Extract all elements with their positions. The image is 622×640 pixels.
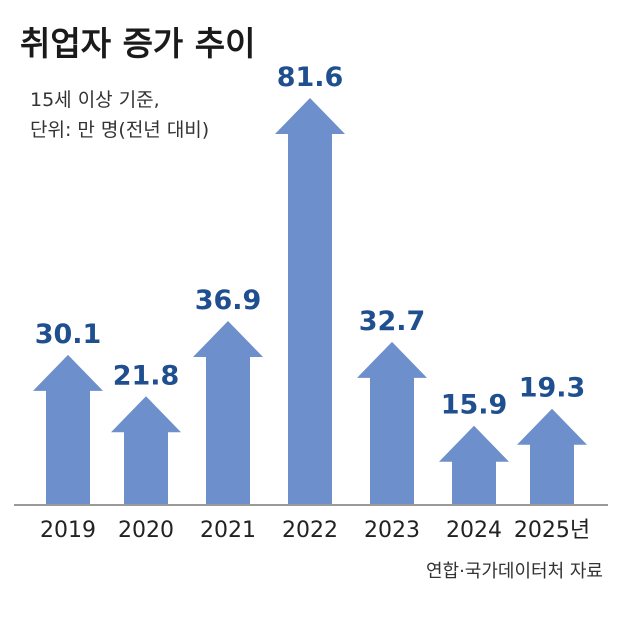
x-tick-label-2025년: 2025년 [514,518,590,543]
bar-2019 [33,354,103,505]
value-label-2023: 32.7 [359,306,426,337]
tick-label-group: 2019 2020 2021 2022 2023 2024 2025년 [40,518,590,543]
value-label-2024: 15.9 [441,390,508,421]
value-label-2022: 81.6 [277,62,344,93]
bar-2025년 [517,408,587,505]
bar-2024 [439,425,509,505]
x-tick-label-2022: 2022 [282,518,338,543]
source-note: 연합·국가데이터처 자료 [426,561,603,582]
value-label-2019: 30.1 [35,319,102,350]
x-tick-label-2024: 2024 [446,518,502,543]
value-label-group: 30.1 21.8 36.9 81.6 32.7 15.9 19.3 [35,62,586,421]
value-label-2025년: 19.3 [519,373,586,404]
bar-group [33,98,587,505]
bar-2023 [357,341,427,505]
chart-subtitle-line-2: 단위: 만 명(전년 대비) [30,119,209,141]
bar-2021 [193,320,263,505]
x-tick-label-2020: 2020 [118,518,174,543]
bar-2022 [275,98,345,505]
value-label-2020: 21.8 [113,360,180,391]
x-tick-label-2019: 2019 [40,518,96,543]
chart-subtitle-line-1: 15세 이상 기준, [30,89,160,111]
bar-2020 [111,396,181,505]
chart-title: 취업자 증가 추이 [20,24,256,63]
x-tick-label-2021: 2021 [200,518,256,543]
value-label-2021: 36.9 [195,285,262,316]
x-tick-label-2023: 2023 [364,518,420,543]
